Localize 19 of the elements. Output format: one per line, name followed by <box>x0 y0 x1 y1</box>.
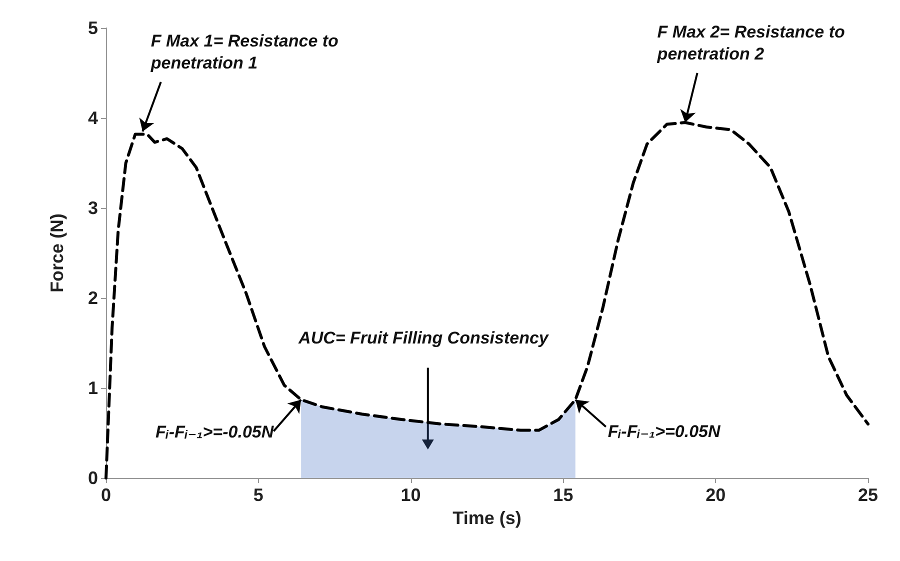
y-tick-label: 0 <box>88 468 98 488</box>
annotation: Fᵢ-Fᵢ₋₁>=0.05N <box>608 422 722 442</box>
y-tick-label: 5 <box>88 18 98 38</box>
x-axis-title: Time (s) <box>452 508 522 528</box>
annotation: Fᵢ-Fᵢ₋₁>=-0.05N <box>156 422 274 442</box>
x-tick-label: 15 <box>553 485 574 505</box>
x-tick-label: 20 <box>706 485 726 505</box>
y-axis-title: Force (N) <box>47 213 67 293</box>
x-tick-label: 10 <box>400 485 421 505</box>
x-tick-label: 5 <box>253 485 264 505</box>
annotation: AUC= Fruit Filling Consistency <box>298 328 550 348</box>
y-tick-label: 3 <box>88 198 98 218</box>
y-tick-label: 1 <box>88 378 98 398</box>
y-tick-label: 2 <box>88 288 98 308</box>
annotation: F Max 1= Resistance to penetration 1 <box>150 32 344 72</box>
x-tick-label: 0 <box>100 485 112 505</box>
annotation: F Max 2= Resistance to penetration 2 <box>656 22 850 64</box>
y-tick-label: 4 <box>88 108 98 128</box>
x-tick-label: 25 <box>858 485 878 505</box>
